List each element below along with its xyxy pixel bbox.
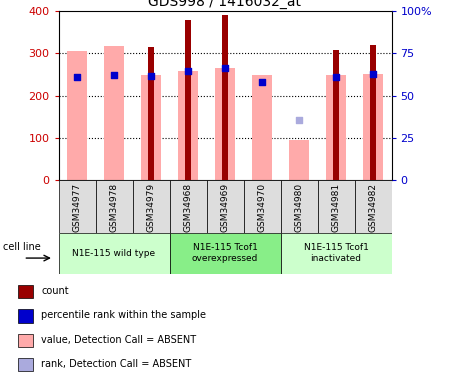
Bar [141, 75, 161, 180]
Text: GSM34978: GSM34978 [109, 183, 118, 232]
Bar [18, 358, 33, 371]
Bar [104, 46, 124, 180]
Bar [326, 75, 346, 180]
Bar [280, 232, 392, 274]
Bar [58, 232, 170, 274]
Text: GSM34968: GSM34968 [184, 183, 193, 232]
Bar [369, 45, 376, 180]
Bar [170, 232, 280, 274]
Bar [333, 50, 339, 180]
Point [148, 73, 155, 79]
Text: GSM34970: GSM34970 [257, 183, 266, 232]
Bar [170, 180, 207, 232]
Bar [148, 47, 154, 180]
Bar [67, 51, 87, 180]
Text: percentile rank within the sample: percentile rank within the sample [41, 310, 206, 320]
Text: rank, Detection Call = ABSENT: rank, Detection Call = ABSENT [41, 359, 192, 369]
Point [295, 117, 302, 123]
Bar [132, 180, 170, 232]
Point [258, 79, 265, 85]
Bar [355, 180, 392, 232]
Text: GSM34981: GSM34981 [332, 183, 341, 232]
Text: cell line: cell line [3, 242, 40, 252]
Point [333, 74, 340, 80]
Bar [289, 140, 309, 180]
Bar [215, 68, 235, 180]
Bar [222, 15, 228, 180]
Bar [184, 20, 191, 180]
Text: N1E-115 Tcof1
inactivated: N1E-115 Tcof1 inactivated [304, 243, 369, 263]
Point [184, 68, 192, 74]
Bar [18, 285, 33, 298]
Bar [18, 334, 33, 347]
Bar [363, 74, 383, 180]
Point [369, 70, 377, 77]
Text: GSM34982: GSM34982 [369, 183, 378, 232]
Point [110, 72, 117, 78]
Text: N1E-115 Tcof1
overexpressed: N1E-115 Tcof1 overexpressed [192, 243, 258, 263]
Point [221, 65, 229, 71]
Text: GSM34969: GSM34969 [220, 183, 230, 232]
Text: GSM34980: GSM34980 [294, 183, 303, 232]
Text: GSM34979: GSM34979 [147, 183, 156, 232]
Point [73, 74, 81, 80]
Bar [18, 309, 33, 322]
Bar [178, 71, 198, 180]
Bar [95, 180, 132, 232]
Title: GDS998 / 1416032_at: GDS998 / 1416032_at [148, 0, 302, 9]
Bar [243, 180, 280, 232]
Text: value, Detection Call = ABSENT: value, Detection Call = ABSENT [41, 334, 196, 345]
Bar [318, 180, 355, 232]
Bar [252, 75, 272, 180]
Bar [207, 180, 243, 232]
Bar [58, 180, 95, 232]
Text: N1E-115 wild type: N1E-115 wild type [72, 249, 156, 258]
Bar [280, 180, 318, 232]
Text: GSM34977: GSM34977 [72, 183, 81, 232]
Text: count: count [41, 286, 69, 296]
